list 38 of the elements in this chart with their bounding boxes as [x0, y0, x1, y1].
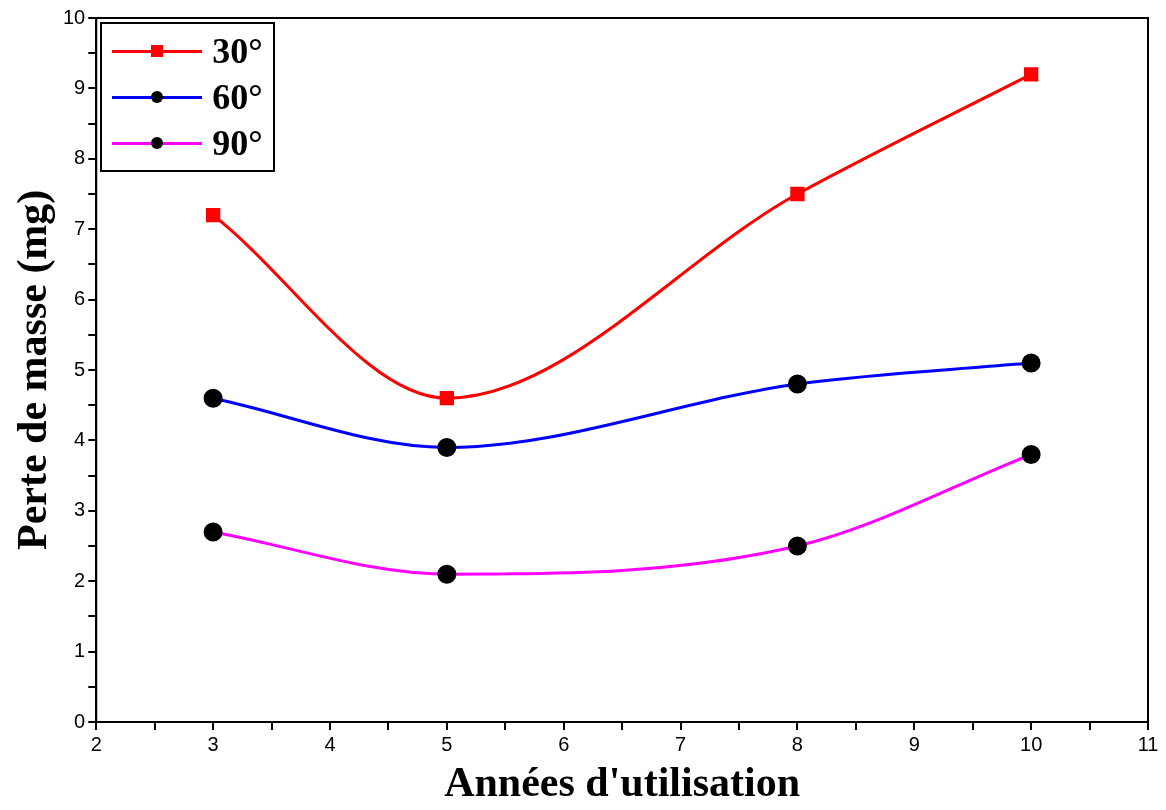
y-tick-label: 4: [74, 427, 86, 450]
y-tick-label: 6: [74, 287, 86, 310]
x-tick-label: 8: [791, 732, 803, 755]
y-tick-label: 10: [63, 5, 86, 28]
y-tick-label: 2: [74, 568, 86, 591]
point: [437, 564, 457, 584]
point: [203, 522, 223, 542]
x-axis-title: Années d'utilisation: [444, 758, 801, 806]
legend-label: 30°: [212, 30, 263, 72]
x-tick-label: 7: [674, 732, 687, 755]
point: [437, 437, 457, 457]
legend-label: 90°: [212, 122, 263, 164]
x-tick-label: 11: [1137, 732, 1159, 755]
y-tick-label: 7: [74, 216, 86, 239]
point: [787, 536, 807, 556]
point: [1023, 67, 1039, 82]
x-tick-label: 10: [1020, 732, 1043, 755]
x-tick-label: 3: [207, 732, 219, 755]
y-tick-label: 1: [74, 639, 86, 662]
y-tick-label: 8: [74, 146, 86, 169]
x-tick-label: 5: [441, 732, 453, 755]
point: [787, 374, 807, 394]
legend-label: 60°: [212, 76, 263, 118]
x-tick-label: 6: [558, 732, 570, 755]
x-tick-label: 2: [90, 732, 102, 755]
x-tick-label: 4: [324, 732, 336, 755]
point: [790, 186, 805, 202]
point: [439, 391, 454, 406]
point: [203, 388, 223, 408]
y-tick-label: 9: [74, 75, 86, 98]
y-axis-title: Perte de masse (mg): [8, 189, 56, 550]
point: [205, 207, 221, 223]
point: [1021, 353, 1041, 373]
x-tick-label: 9: [908, 732, 920, 755]
y-tick-label: 3: [74, 498, 86, 521]
y-tick-label: 0: [74, 709, 86, 732]
point: [1021, 444, 1041, 464]
y-tick-label: 5: [74, 357, 86, 380]
